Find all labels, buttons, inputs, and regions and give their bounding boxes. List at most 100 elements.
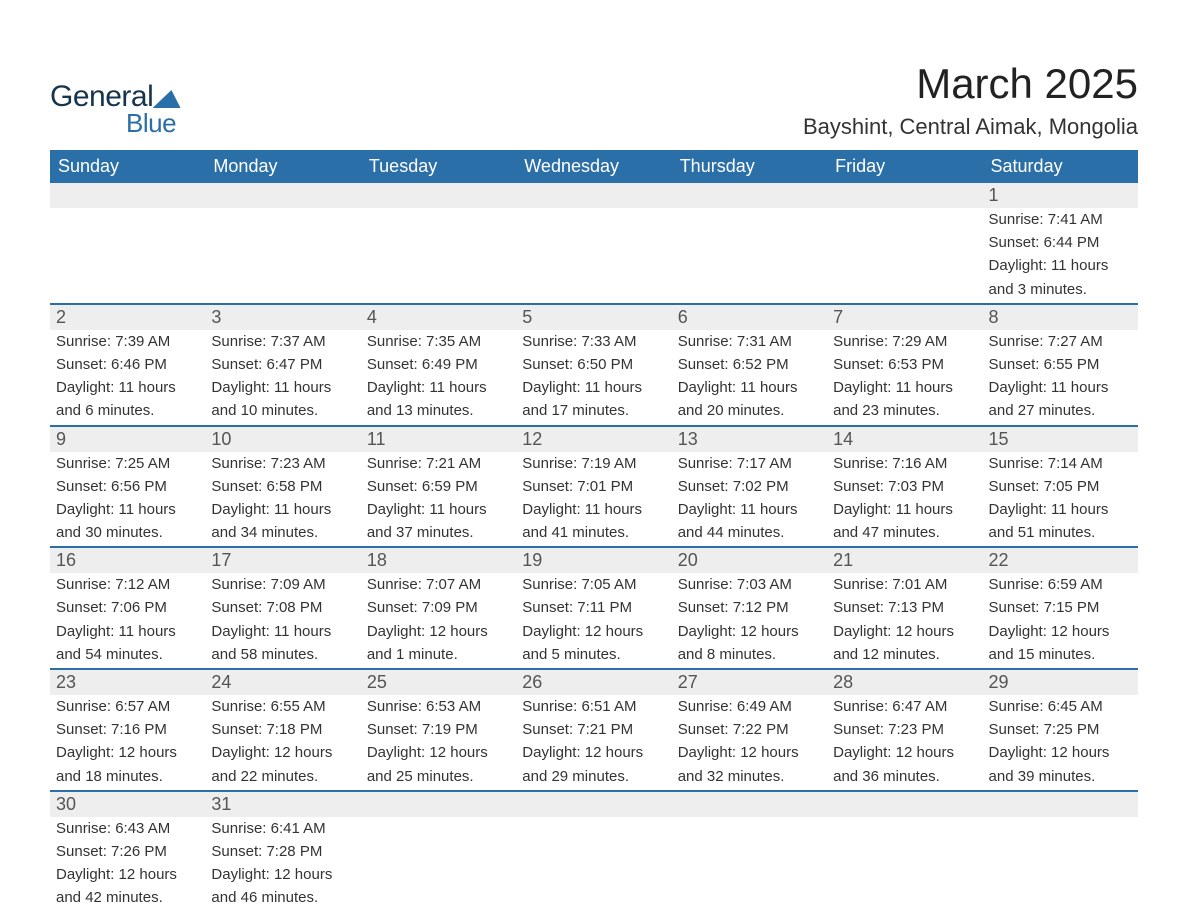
logo-word-blue: Blue: [126, 108, 176, 139]
detail-cell: Sunrise: 6:49 AM: [672, 695, 827, 718]
detail-cell: Daylight: 12 hours: [827, 620, 982, 643]
date-number-cell: [516, 183, 671, 208]
detail-cell: and 23 minutes.: [827, 399, 982, 425]
detail-cell: [672, 840, 827, 863]
detail-cell: Sunset: 6:47 PM: [205, 353, 360, 376]
detail-cell: [361, 254, 516, 277]
detail-cell: Sunset: 7:15 PM: [983, 596, 1138, 619]
detail-cell: Daylight: 12 hours: [983, 620, 1138, 643]
date-number-cell: [827, 183, 982, 208]
detail-cell: Sunset: 7:01 PM: [516, 475, 671, 498]
detail-cell: Sunrise: 7:09 AM: [205, 573, 360, 596]
detail-cell: and 36 minutes.: [827, 765, 982, 791]
detail-cell: Sunrise: 7:21 AM: [361, 452, 516, 475]
detail-cell: Sunset: 6:53 PM: [827, 353, 982, 376]
detail-cell: and 42 minutes.: [50, 886, 205, 911]
detail-cell: [516, 231, 671, 254]
date-number-cell: 2: [50, 304, 205, 330]
date-number-cell: [361, 791, 516, 817]
detail-cell: Sunset: 6:44 PM: [983, 231, 1138, 254]
detail-cell: Sunset: 7:06 PM: [50, 596, 205, 619]
detail-cell: Sunset: 6:55 PM: [983, 353, 1138, 376]
detail-cell: Sunset: 7:18 PM: [205, 718, 360, 741]
detail-cell: and 29 minutes.: [516, 765, 671, 791]
detail-cell: Daylight: 11 hours: [50, 498, 205, 521]
calendar-table: Sunday Monday Tuesday Wednesday Thursday…: [50, 150, 1138, 912]
date-number-cell: 1: [983, 183, 1138, 208]
detail-cell: Sunrise: 7:39 AM: [50, 330, 205, 353]
detail-cell: Daylight: 11 hours: [516, 498, 671, 521]
detail-cell: Sunrise: 6:55 AM: [205, 695, 360, 718]
logo: General Blue: [50, 80, 183, 139]
detail-cell: Sunset: 6:46 PM: [50, 353, 205, 376]
detail-cell: Daylight: 12 hours: [50, 863, 205, 886]
detail-cell: [672, 254, 827, 277]
detail-cell: and 41 minutes.: [516, 521, 671, 547]
detail-cell: Sunrise: 7:16 AM: [827, 452, 982, 475]
detail-row: Daylight: 11 hoursDaylight: 11 hoursDayl…: [50, 620, 1138, 643]
detail-cell: and 32 minutes.: [672, 765, 827, 791]
detail-cell: Sunrise: 6:51 AM: [516, 695, 671, 718]
detail-cell: and 18 minutes.: [50, 765, 205, 791]
detail-cell: Sunrise: 7:14 AM: [983, 452, 1138, 475]
detail-cell: and 39 minutes.: [983, 765, 1138, 791]
calendar-body: 1Sunrise: 7:41 AMSunset: 6:44 PMDaylight…: [50, 183, 1138, 912]
date-number-cell: 11: [361, 426, 516, 452]
date-number-cell: 9: [50, 426, 205, 452]
detail-cell: and 47 minutes.: [827, 521, 982, 547]
detail-cell: and 46 minutes.: [205, 886, 360, 911]
detail-cell: Sunset: 6:59 PM: [361, 475, 516, 498]
detail-cell: Daylight: 11 hours: [361, 498, 516, 521]
detail-cell: [672, 886, 827, 911]
date-number-cell: [205, 183, 360, 208]
detail-row: and 6 minutes.and 10 minutes.and 13 minu…: [50, 399, 1138, 425]
detail-row: Sunset: 6:56 PMSunset: 6:58 PMSunset: 6:…: [50, 475, 1138, 498]
detail-cell: Sunrise: 7:05 AM: [516, 573, 671, 596]
detail-cell: [516, 208, 671, 231]
detail-row: Sunset: 7:16 PMSunset: 7:18 PMSunset: 7:…: [50, 718, 1138, 741]
detail-cell: [50, 208, 205, 231]
detail-cell: [516, 886, 671, 911]
detail-cell: Daylight: 11 hours: [205, 376, 360, 399]
detail-cell: and 22 minutes.: [205, 765, 360, 791]
detail-cell: [672, 817, 827, 840]
detail-cell: Daylight: 11 hours: [205, 498, 360, 521]
detail-cell: [983, 840, 1138, 863]
detail-cell: Sunrise: 7:25 AM: [50, 452, 205, 475]
detail-cell: Daylight: 12 hours: [205, 741, 360, 764]
detail-cell: Daylight: 11 hours: [672, 376, 827, 399]
date-number-cell: 8: [983, 304, 1138, 330]
detail-cell: Sunrise: 7:29 AM: [827, 330, 982, 353]
detail-cell: Daylight: 12 hours: [361, 620, 516, 643]
detail-cell: Sunset: 7:23 PM: [827, 718, 982, 741]
detail-cell: Daylight: 12 hours: [50, 741, 205, 764]
detail-cell: [827, 278, 982, 304]
date-number-cell: [516, 791, 671, 817]
detail-cell: Sunrise: 6:41 AM: [205, 817, 360, 840]
date-number-row: 23242526272829: [50, 669, 1138, 695]
detail-cell: [361, 886, 516, 911]
detail-cell: and 25 minutes.: [361, 765, 516, 791]
detail-cell: Daylight: 12 hours: [516, 741, 671, 764]
date-number-row: 2345678: [50, 304, 1138, 330]
detail-cell: [827, 863, 982, 886]
date-number-cell: [672, 183, 827, 208]
date-number-cell: 18: [361, 547, 516, 573]
detail-cell: [827, 231, 982, 254]
detail-cell: [516, 840, 671, 863]
date-number-cell: 27: [672, 669, 827, 695]
detail-row: Daylight: 11 hours: [50, 254, 1138, 277]
detail-cell: [50, 254, 205, 277]
detail-cell: and 20 minutes.: [672, 399, 827, 425]
detail-cell: Sunrise: 7:12 AM: [50, 573, 205, 596]
detail-cell: Sunrise: 7:35 AM: [361, 330, 516, 353]
date-number-cell: 24: [205, 669, 360, 695]
date-number-cell: [827, 791, 982, 817]
detail-cell: Sunrise: 6:45 AM: [983, 695, 1138, 718]
detail-cell: [50, 278, 205, 304]
day-header: Sunday: [50, 150, 205, 183]
detail-cell: Sunrise: 6:43 AM: [50, 817, 205, 840]
detail-cell: Sunrise: 7:23 AM: [205, 452, 360, 475]
detail-row: Sunrise: 7:12 AMSunrise: 7:09 AM Sunrise:…: [50, 573, 1138, 596]
detail-cell: Sunrise: 7:31 AM: [672, 330, 827, 353]
